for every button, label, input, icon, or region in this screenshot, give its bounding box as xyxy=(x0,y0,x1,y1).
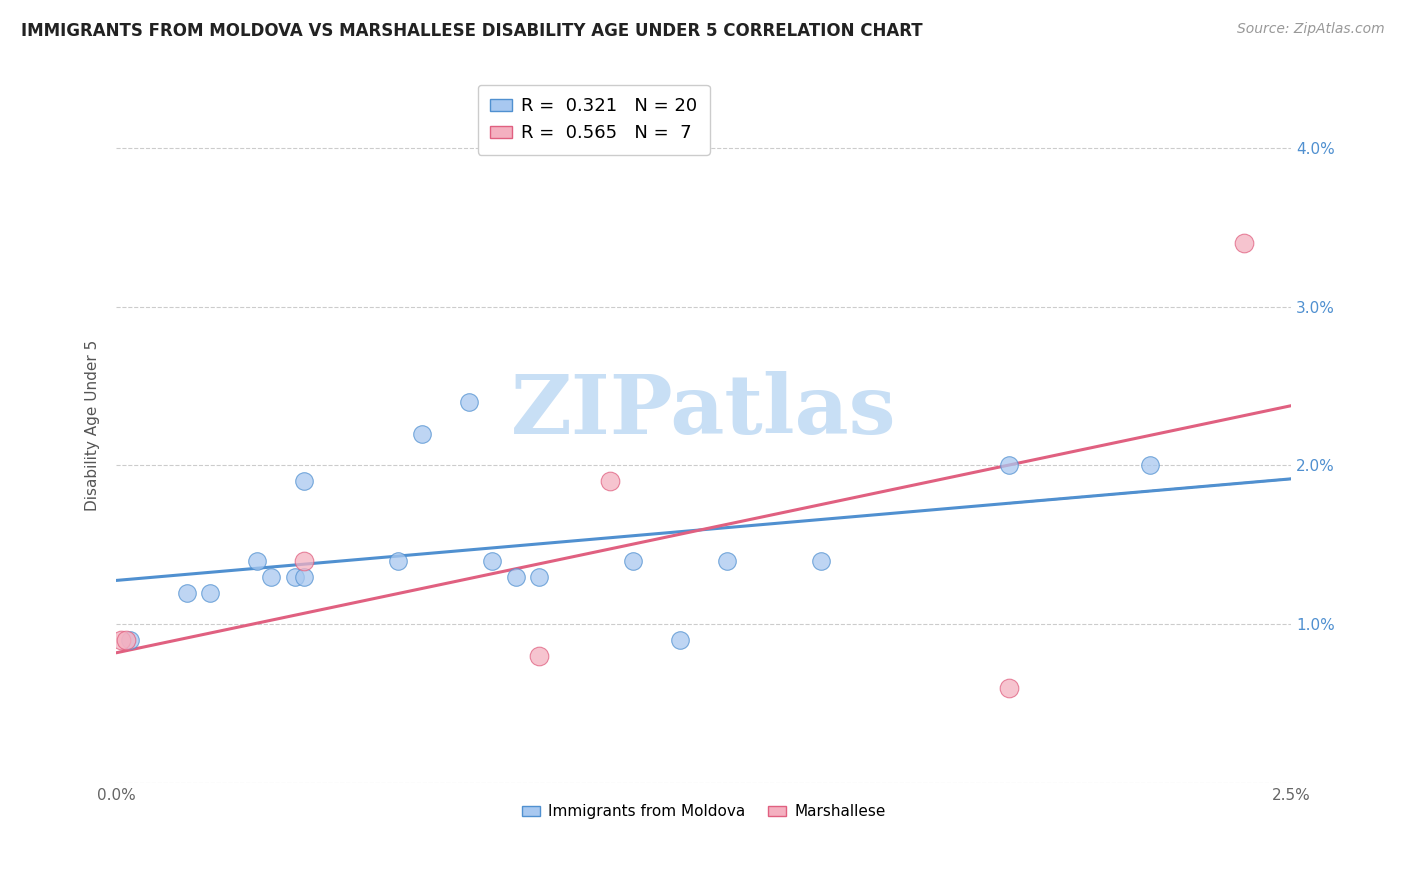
Point xyxy=(998,458,1021,473)
Text: ZIPatlas: ZIPatlas xyxy=(510,371,897,451)
Point xyxy=(481,554,503,568)
Point xyxy=(527,569,550,583)
Point xyxy=(387,554,409,568)
Point xyxy=(284,569,307,583)
Point xyxy=(411,426,433,441)
Point xyxy=(292,475,315,489)
Text: Source: ZipAtlas.com: Source: ZipAtlas.com xyxy=(1237,22,1385,37)
Point xyxy=(110,633,132,648)
Point xyxy=(200,585,222,599)
Point xyxy=(810,554,832,568)
Point xyxy=(599,475,621,489)
Point xyxy=(292,569,315,583)
Point xyxy=(457,395,479,409)
Point xyxy=(527,648,550,663)
Y-axis label: Disability Age Under 5: Disability Age Under 5 xyxy=(86,340,100,511)
Point xyxy=(716,554,738,568)
Point xyxy=(246,554,269,568)
Point xyxy=(292,554,315,568)
Point xyxy=(505,569,527,583)
Point xyxy=(998,681,1021,695)
Point xyxy=(176,585,198,599)
Point xyxy=(1233,236,1256,251)
Point xyxy=(1139,458,1161,473)
Point xyxy=(120,633,142,648)
Text: IMMIGRANTS FROM MOLDOVA VS MARSHALLESE DISABILITY AGE UNDER 5 CORRELATION CHART: IMMIGRANTS FROM MOLDOVA VS MARSHALLESE D… xyxy=(21,22,922,40)
Point xyxy=(669,633,692,648)
Point xyxy=(114,633,136,648)
Point xyxy=(621,554,644,568)
Point xyxy=(260,569,283,583)
Legend: Immigrants from Moldova, Marshallese: Immigrants from Moldova, Marshallese xyxy=(516,798,891,825)
